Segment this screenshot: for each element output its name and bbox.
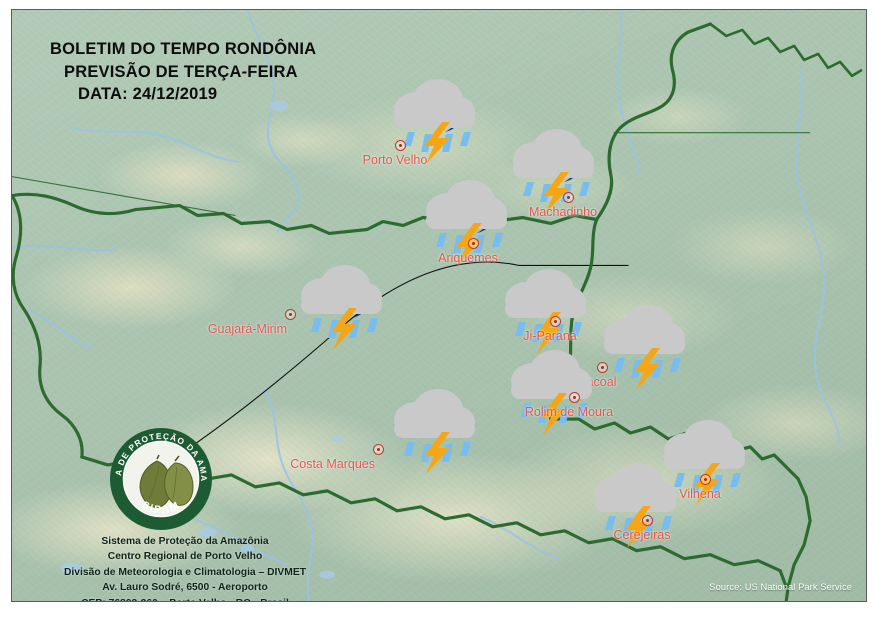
thunderstorm-icon bbox=[380, 382, 490, 474]
city-dot-icon bbox=[642, 515, 653, 526]
thunderstorm-icon bbox=[380, 72, 490, 164]
city-label: Cerejeiras bbox=[613, 528, 671, 542]
thunderstorm-icon bbox=[499, 122, 609, 214]
map-frame: BOLETIM DO TEMPO RONDÔNIA PREVISÃO DE TE… bbox=[11, 9, 867, 602]
city-label: Porto Velho bbox=[362, 153, 428, 167]
city-dot-icon bbox=[569, 392, 580, 403]
city-dot-icon bbox=[597, 362, 608, 373]
city-dot-icon bbox=[700, 474, 711, 485]
title-line-2: PREVISÃO DE TERÇA-FEIRA bbox=[64, 62, 298, 81]
city-label: Rolim de Moura bbox=[524, 405, 614, 419]
city-label: Vilhena bbox=[679, 487, 721, 501]
footer-line: Centro Regional de Porto Velho bbox=[107, 551, 263, 563]
city-dot-icon bbox=[563, 192, 574, 203]
thunderstorm-icon bbox=[287, 258, 397, 350]
city-dot-icon bbox=[285, 309, 296, 320]
thunderstorm-icon bbox=[491, 262, 601, 354]
footer-line: Av. Lauro Sodré, 6500 - Aeroporto bbox=[102, 582, 268, 594]
city-dot-icon bbox=[468, 238, 479, 249]
city-dot-icon bbox=[395, 140, 406, 151]
city-label: Ariquemes bbox=[438, 251, 498, 265]
thunderstorm-icon bbox=[497, 343, 607, 435]
city-label: Costa Marques bbox=[290, 457, 375, 471]
city-label: Ji-Paraná bbox=[523, 329, 577, 343]
thunderstorm-icon bbox=[581, 456, 691, 548]
thunderstorm-icon bbox=[590, 298, 700, 390]
footer-line: Divisão de Meteorologia e Climatologia –… bbox=[63, 566, 307, 578]
thunderstorm-icon bbox=[412, 173, 522, 265]
sipam-logo: SISTEMA DE PROTEÇÃO DA AMAZÔNIA SIPAM bbox=[107, 425, 215, 533]
footer-line: CEP: 76803-260 – Porto Velho - RO - Bras… bbox=[30, 596, 340, 601]
city-label: Guajará-Mirim bbox=[207, 322, 287, 336]
title-line-1: BOLETIM DO TEMPO RONDÔNIA bbox=[50, 40, 317, 58]
logo-acronym: SIPAM bbox=[140, 499, 181, 516]
city-label: Machadinho bbox=[528, 205, 598, 219]
footer-address: Sistema de Proteção da Amazônia Centro Re… bbox=[30, 534, 340, 601]
title-line-3: DATA: 24/12/2019 bbox=[78, 85, 218, 104]
svg-text:SIPAM: SIPAM bbox=[140, 499, 183, 516]
city-dot-icon bbox=[550, 316, 561, 327]
thunderstorm-icon bbox=[650, 413, 760, 505]
city-dot-icon bbox=[373, 444, 384, 455]
source-credit: Source: US National Park Service bbox=[709, 582, 852, 592]
footer-line: Sistema de Proteção da Amazônia bbox=[101, 536, 269, 547]
page-title: BOLETIM DO TEMPO RONDÔNIA PREVISÃO DE TE… bbox=[50, 38, 316, 106]
